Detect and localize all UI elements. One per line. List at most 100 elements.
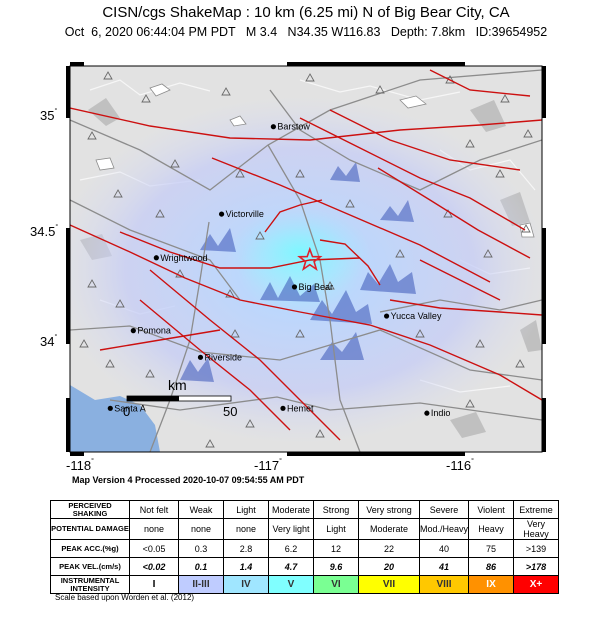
city-dot xyxy=(130,328,136,334)
city-dot xyxy=(107,405,113,411)
legend-row: PEAK VEL.(cm/s) <0.02 0.1 1.4 4.7 9.6 20 41 86 >1… xyxy=(50,557,560,576)
city-dot xyxy=(197,354,204,360)
legend-cell: I xyxy=(129,575,179,594)
city-yucca-valley[interactable]: Yucca Valley xyxy=(383,311,442,321)
city-label: Barstow xyxy=(277,122,310,132)
legend-row: PERCEIVED SHAKING Not felt Weak Light Modera… xyxy=(50,500,560,519)
legend-cell: Extreme xyxy=(513,500,560,519)
legend-row: INSTRUMENTAL INTENSITY I II-III IV V VI VII VII… xyxy=(50,575,560,594)
legend-cell: Weak xyxy=(178,500,224,519)
legend-cell: 75 xyxy=(468,539,515,558)
ocean xyxy=(70,385,160,452)
city-wrightwood[interactable]: Wrightwood xyxy=(153,253,208,263)
legend-row-label: PEAK VEL.(cm/s) xyxy=(50,557,130,576)
legend-cell: 22 xyxy=(358,539,420,558)
lat-tick-34: 34° xyxy=(40,334,58,349)
legend-cell: VI xyxy=(313,575,359,594)
legend-cell: VIII xyxy=(418,575,470,594)
scale-bar-start: 0 xyxy=(123,404,130,419)
city-label: Victorville xyxy=(226,209,264,219)
scale-note: Scale based upon Worden et al. (2012) xyxy=(55,593,195,602)
city-dot xyxy=(218,211,225,217)
legend-row-label: PEAK ACC.(%g) xyxy=(50,539,130,558)
city-dot xyxy=(383,313,390,319)
legend-cell: none xyxy=(129,518,179,540)
city-label: Yucca Valley xyxy=(391,311,442,321)
map-title: CISN/cgs ShakeMap : 10 km (6.25 mi) N of… xyxy=(102,4,510,21)
legend-cell: VII xyxy=(358,575,420,594)
mountain-shading xyxy=(180,162,416,382)
lon-tick-116: -116° xyxy=(446,458,474,473)
legend-cell: Moderate xyxy=(268,500,314,519)
city-markers: Barstow Victorville Wrightwood Big Bear Yucc… xyxy=(107,122,450,418)
city-dot xyxy=(270,124,276,130)
legend-cell: Severe xyxy=(418,500,470,519)
legend-cell: none xyxy=(223,518,269,540)
event-details: Oct 6, 2020 06:44:04 PM PDT M 3.4 N34.35… xyxy=(64,25,548,39)
city-dot xyxy=(424,410,430,416)
shakemap-map[interactable]: Barstow Victorville Wrightwood Big Bear Yucc… xyxy=(0,0,612,470)
lakes xyxy=(95,83,535,238)
scale-bar: km 0 50 xyxy=(123,377,237,419)
frame-ticks xyxy=(66,62,546,456)
legend-cell: Very light xyxy=(268,518,314,540)
city-pomona[interactable]: Pomona xyxy=(130,326,171,336)
legend-cell: Heavy xyxy=(468,518,515,540)
city-dot xyxy=(153,255,159,261)
city-label: Riverside xyxy=(204,352,242,362)
legend-cell: 40 xyxy=(418,539,470,558)
seismic-stations xyxy=(79,71,533,448)
legend-cell: X+ xyxy=(513,575,560,594)
city-santa-a[interactable]: Santa A xyxy=(107,403,146,413)
scale-bar-unit: km xyxy=(168,377,187,393)
lon-tick-118: -118° xyxy=(66,458,94,473)
legend-cell: Light xyxy=(223,500,269,519)
city-hemet[interactable]: Hemet xyxy=(280,403,314,413)
city-dot xyxy=(280,405,286,411)
legend-cell: <0.05 xyxy=(129,539,179,558)
legend-cell: Violent xyxy=(468,500,515,519)
fault-lines xyxy=(70,69,542,441)
legend-cell: 6.2 xyxy=(268,539,314,558)
legend-cell: Mod./Heavy xyxy=(418,518,470,540)
legend-cell: <0.02 xyxy=(129,557,179,576)
city-label: Santa A xyxy=(114,403,146,413)
city-big-bear[interactable]: Big Bear xyxy=(291,282,333,292)
legend-cell: V xyxy=(268,575,314,594)
legend-cell: 0.3 xyxy=(178,539,224,558)
city-barstow[interactable]: Barstow xyxy=(270,122,311,132)
legend-cell: none xyxy=(178,518,224,540)
legend-cell: 9.6 xyxy=(313,557,359,576)
legend-row-label: POTENTIAL DAMAGE xyxy=(50,518,130,540)
legend-cell: 86 xyxy=(468,557,515,576)
legend-cell: Very strong xyxy=(358,500,420,519)
legend-row: PEAK ACC.(%g) <0.05 0.3 2.8 6.2 12 22 40 75 >139 xyxy=(50,539,560,558)
legend-cell: Moderate xyxy=(358,518,420,540)
epicenter-star[interactable] xyxy=(297,246,323,272)
city-victorville[interactable]: Victorville xyxy=(218,209,264,219)
legend-cell: IV xyxy=(223,575,269,594)
legend-cell: 4.7 xyxy=(268,557,314,576)
lat-tick-34-5: 34.5° xyxy=(30,224,59,239)
legend-cell: Light xyxy=(313,518,359,540)
lon-tick-117: -117° xyxy=(254,458,282,473)
scale-bar-end: 50 xyxy=(223,404,237,419)
legend-cell: 20 xyxy=(358,557,420,576)
legend-cell: IX xyxy=(468,575,515,594)
legend-cell: 1.4 xyxy=(223,557,269,576)
legend-row-label: INSTRUMENTAL INTENSITY xyxy=(50,575,130,594)
legend-cell: Not felt xyxy=(129,500,179,519)
city-label: Wrightwood xyxy=(160,253,207,263)
intensity-field-core xyxy=(230,207,370,297)
legend-cell: 41 xyxy=(418,557,470,576)
intensity-legend: PERCEIVED SHAKING Not felt Weak Light Modera… xyxy=(50,500,560,594)
legend-cell: >139 xyxy=(513,539,560,558)
city-dot xyxy=(291,284,298,290)
city-riverside[interactable]: Riverside xyxy=(197,352,242,362)
city-indio[interactable]: Indio xyxy=(424,408,450,418)
city-label: Hemet xyxy=(287,403,314,413)
city-label: Pomona xyxy=(137,326,171,336)
city-label: Big Bear xyxy=(298,282,333,292)
legend-row: POTENTIAL DAMAGE none none none Very light Li… xyxy=(50,518,560,540)
city-label: Indio xyxy=(431,408,451,418)
